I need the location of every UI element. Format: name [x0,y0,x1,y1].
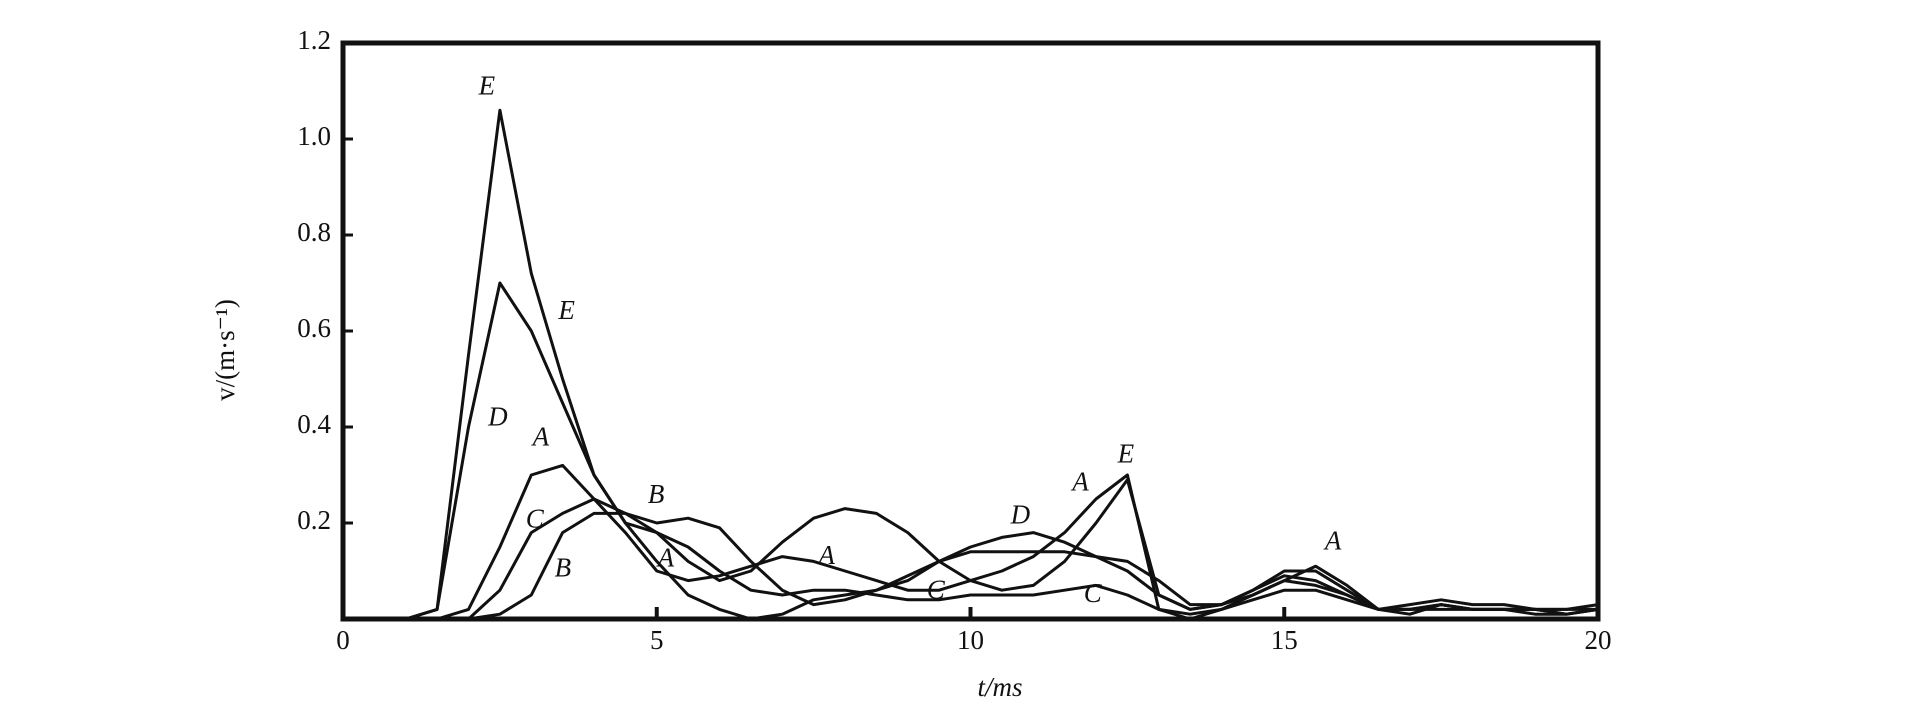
x-axis-label: t/ms [977,672,1022,702]
curve-label: E [557,295,575,325]
plot-frame [340,40,1601,622]
curve-label: A [816,540,835,570]
curve-label: E [1117,438,1135,468]
curve-label: A [531,421,550,451]
x-tick-label: 0 [336,625,350,655]
y-tick-label: 0.4 [297,409,331,439]
curve-label: A [1070,467,1089,497]
x-tick-label: 20 [1585,625,1612,655]
curve-label: D [1010,500,1031,530]
x-tick-label: 5 [650,625,664,655]
curve-label: B [648,479,665,509]
curve-label: A [1323,525,1342,555]
x-tick-label: 15 [1271,625,1298,655]
y-tick-label: 0.2 [297,505,331,535]
y-tick-label: 1.2 [297,25,331,55]
curve-label: E [478,71,496,101]
curve-label: B [555,552,572,582]
curve-label: C [1084,578,1103,608]
x-tick-label: 10 [957,625,984,655]
curve-label: C [927,575,946,605]
curve-label: C [526,503,545,533]
y-tick-label: 1.0 [297,121,331,151]
y-tick-label: 0.8 [297,217,331,247]
curve-label: D [487,402,508,432]
y-axis-label: v/(m·s⁻¹) [210,299,240,401]
curve-label: A [656,543,675,573]
series-line [343,281,1599,621]
series-line [343,108,1599,621]
y-tick-label: 0.6 [297,313,331,343]
